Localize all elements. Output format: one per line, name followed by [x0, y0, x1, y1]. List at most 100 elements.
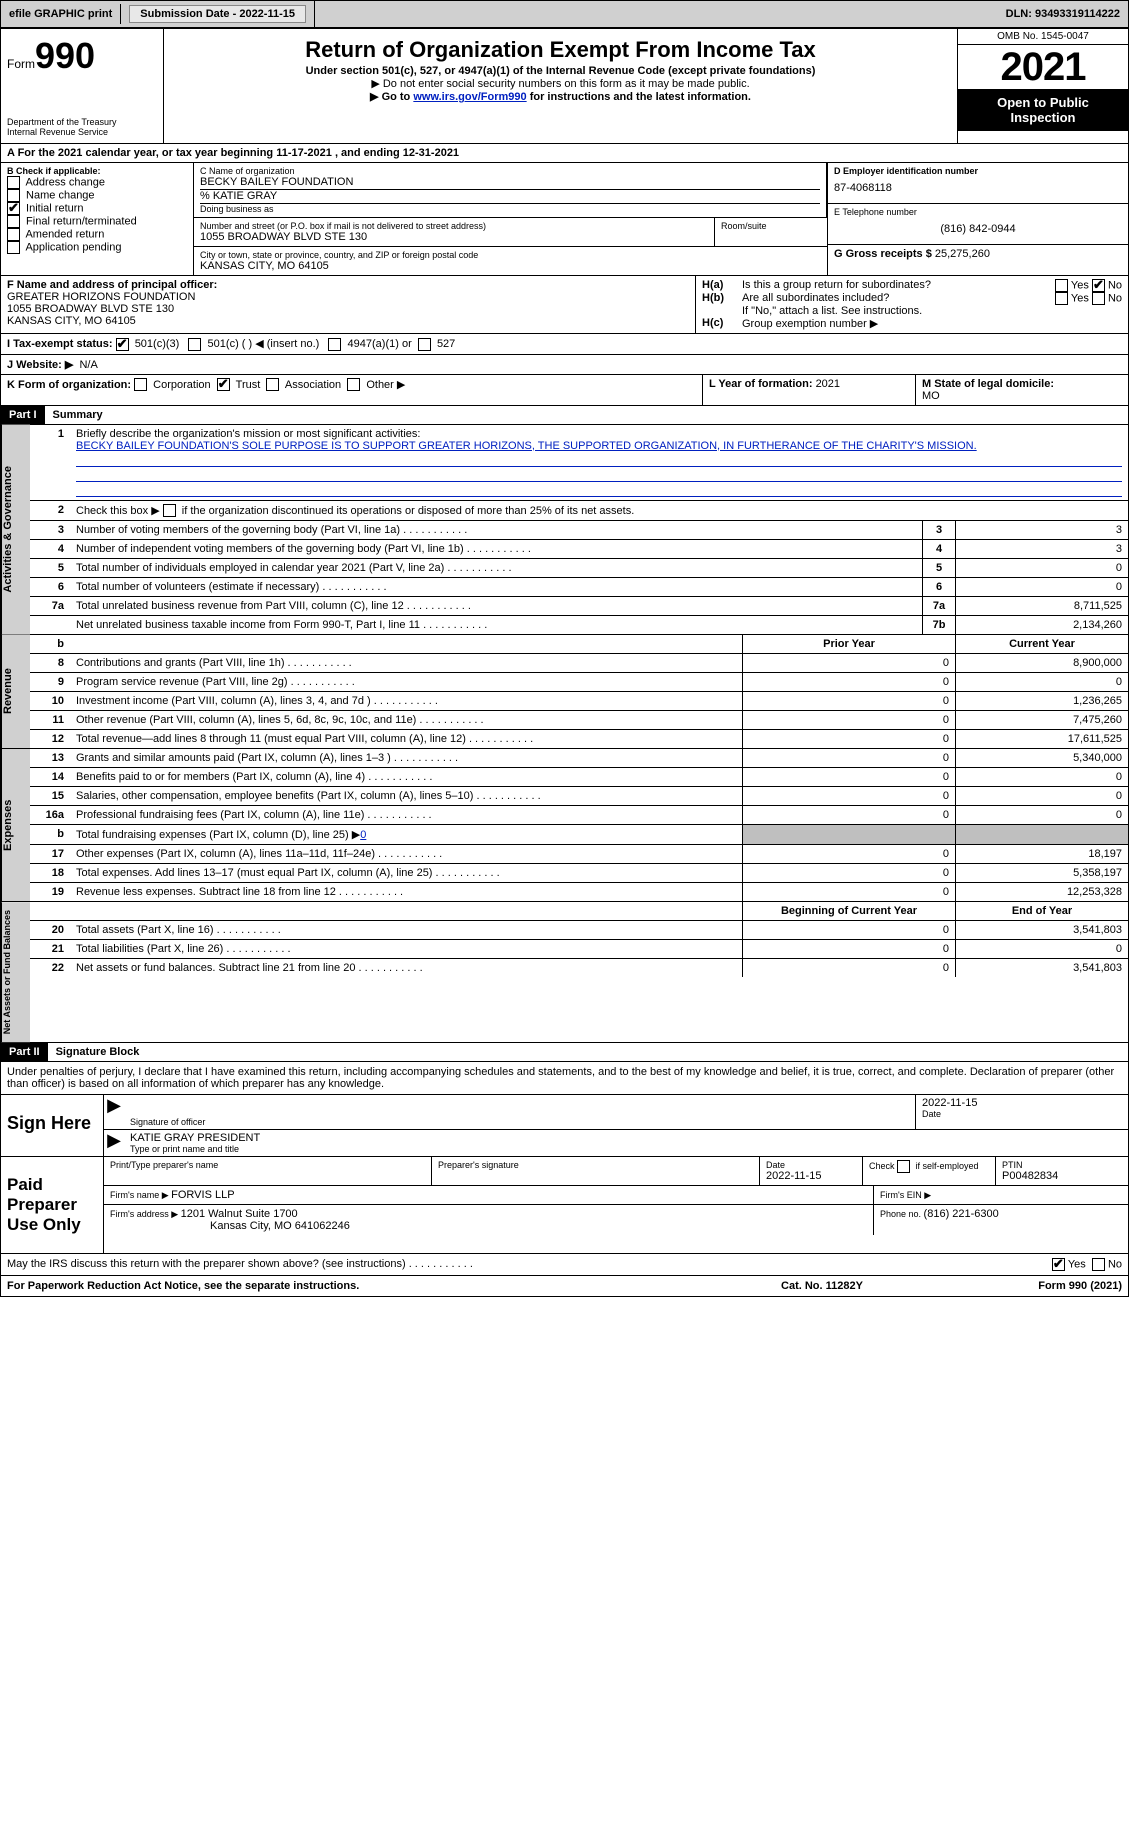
- prior-year-value: 0: [742, 845, 955, 863]
- ha-no-checkbox[interactable]: [1092, 279, 1105, 292]
- line-desc: Benefits paid to or for members (Part IX…: [70, 768, 742, 786]
- line-desc: Net assets or fund balances. Subtract li…: [70, 959, 742, 977]
- domicile-label: M State of legal domicile:: [922, 378, 1054, 390]
- 501c3-checkbox[interactable]: [116, 338, 129, 351]
- trust-checkbox[interactable]: [217, 378, 230, 391]
- city-label: City or town, state or province, country…: [200, 250, 821, 260]
- bcy-hdr: Beginning of Current Year: [742, 902, 955, 920]
- line-desc: Other revenue (Part VIII, column (A), li…: [70, 711, 742, 729]
- current-year-value: 3,541,803: [955, 959, 1128, 977]
- part2-header: Part II: [1, 1043, 48, 1061]
- line-desc: Total number of individuals employed in …: [70, 559, 922, 577]
- hb-yes-checkbox[interactable]: [1055, 292, 1068, 305]
- prior-year-hdr: Prior Year: [742, 635, 955, 653]
- prior-year-value: 0: [742, 749, 955, 767]
- part1-header: Part I: [1, 406, 45, 424]
- q1-label: Briefly describe the organization's miss…: [76, 428, 420, 440]
- officer-label: F Name and address of principal officer:: [7, 279, 217, 291]
- current-year-value: 5,340,000: [955, 749, 1128, 767]
- current-year-value: 8,900,000: [955, 654, 1128, 672]
- current-year-value: 1,236,265: [955, 692, 1128, 710]
- tax-year: 2021: [958, 45, 1128, 89]
- checkbox-amended-return[interactable]: [7, 228, 20, 241]
- prior-year-value: 0: [742, 768, 955, 786]
- current-year-value: 0: [955, 673, 1128, 691]
- eoy-hdr: End of Year: [955, 902, 1128, 920]
- prior-year-value: 0: [742, 787, 955, 805]
- sig-arrow-icon-2: ▶: [104, 1130, 124, 1156]
- current-year-value: 3,541,803: [955, 921, 1128, 939]
- current-year-value: 0: [955, 787, 1128, 805]
- line-desc: Grants and similar amounts paid (Part IX…: [70, 749, 742, 767]
- section-a: A For the 2021 calendar year, or tax yea…: [0, 144, 1129, 163]
- self-employed-checkbox[interactable]: [897, 1160, 910, 1173]
- line-desc: Total assets (Part X, line 16): [70, 921, 742, 939]
- prior-year-value: 0: [742, 730, 955, 748]
- form-header: Form990 Department of the Treasury Inter…: [0, 28, 1129, 144]
- discuss-yes-checkbox[interactable]: [1052, 1258, 1065, 1271]
- vtab-revenue: Revenue: [1, 635, 30, 748]
- prior-year-value: 0: [742, 959, 955, 977]
- current-year-value: 0: [955, 806, 1128, 824]
- section-b: B Check if applicable: Address change Na…: [1, 163, 194, 275]
- org-name: BECKY BAILEY FOUNDATION: [200, 176, 820, 188]
- dept-treasury: Department of the Treasury: [7, 117, 157, 127]
- line-box: 7b: [922, 616, 955, 634]
- ein-label: D Employer identification number: [834, 166, 978, 176]
- q2-checkbox[interactable]: [163, 504, 176, 517]
- top-toolbar: efile GRAPHIC print Submission Date - 20…: [0, 0, 1129, 28]
- dba-label: Doing business as: [200, 204, 820, 214]
- discuss-question: May the IRS discuss this return with the…: [7, 1258, 1052, 1271]
- checkbox-initial-return[interactable]: [7, 202, 20, 215]
- ha-yes-checkbox[interactable]: [1055, 279, 1068, 292]
- submission-date-button[interactable]: Submission Date - 2022-11-15: [129, 5, 306, 23]
- tax-exempt-label: I Tax-exempt status:: [7, 338, 113, 350]
- line-desc: Net unrelated business taxable income fr…: [70, 616, 922, 634]
- form-title: Return of Organization Exempt From Incom…: [170, 37, 951, 63]
- officer-city: KANSAS CITY, MO 64105: [7, 315, 136, 327]
- line-desc: Revenue less expenses. Subtract line 18 …: [70, 883, 742, 901]
- corp-checkbox[interactable]: [134, 378, 147, 391]
- line-desc: Total fundraising expenses (Part IX, col…: [70, 825, 742, 844]
- prior-year-value: 0: [742, 921, 955, 939]
- line-desc: Total liabilities (Part X, line 26): [70, 940, 742, 958]
- website-value: N/A: [79, 359, 97, 371]
- checkbox-application-pending[interactable]: [7, 241, 20, 254]
- open-inspection: Open to Public Inspection: [958, 89, 1128, 131]
- formation-year: 2021: [816, 378, 840, 390]
- hb-no-checkbox[interactable]: [1092, 292, 1105, 305]
- ptin-label: PTIN: [1002, 1160, 1122, 1170]
- checkbox-final-return-terminated[interactable]: [7, 215, 20, 228]
- irs-label: Internal Revenue Service: [7, 127, 157, 137]
- current-year-value: 0: [955, 940, 1128, 958]
- discuss-no-checkbox[interactable]: [1092, 1258, 1105, 1271]
- current-year-value: 17,611,525: [955, 730, 1128, 748]
- dln: DLN: 93493319114222: [998, 4, 1128, 24]
- part2-title: Signature Block: [48, 1046, 140, 1058]
- prep-date: 2022-11-15: [766, 1170, 856, 1182]
- other-checkbox[interactable]: [347, 378, 360, 391]
- 4947-checkbox[interactable]: [328, 338, 341, 351]
- assoc-checkbox[interactable]: [266, 378, 279, 391]
- current-year-value: 12,253,328: [955, 883, 1128, 901]
- prior-year-value: 0: [742, 940, 955, 958]
- penalty-text: Under penalties of perjury, I declare th…: [0, 1062, 1129, 1095]
- line-desc: Total revenue—add lines 8 through 11 (mu…: [70, 730, 742, 748]
- sig-date-value: 2022-11-15: [922, 1097, 1122, 1109]
- hb-note: If "No," attach a list. See instructions…: [702, 305, 1122, 317]
- irs-link[interactable]: www.irs.gov/Form990: [413, 91, 526, 103]
- line-desc: Professional fundraising fees (Part IX, …: [70, 806, 742, 824]
- firm-name: FORVIS LLP: [171, 1189, 234, 1201]
- line-value: 8,711,525: [955, 597, 1128, 615]
- officer-street: 1055 BROADWAY BLVD STE 130: [7, 303, 174, 315]
- prior-year-value: 0: [742, 673, 955, 691]
- checkbox-address-change[interactable]: [7, 176, 20, 189]
- org-name-label: C Name of organization: [200, 166, 820, 176]
- room-label: Room/suite: [721, 221, 821, 231]
- 501c-checkbox[interactable]: [188, 338, 201, 351]
- 527-checkbox[interactable]: [418, 338, 431, 351]
- form-org-label: K Form of organization:: [7, 379, 131, 391]
- current-year-value: 7,475,260: [955, 711, 1128, 729]
- website-note: ▶ Go to www.irs.gov/Form990 for instruct…: [170, 90, 951, 103]
- prior-year-value: 0: [742, 654, 955, 672]
